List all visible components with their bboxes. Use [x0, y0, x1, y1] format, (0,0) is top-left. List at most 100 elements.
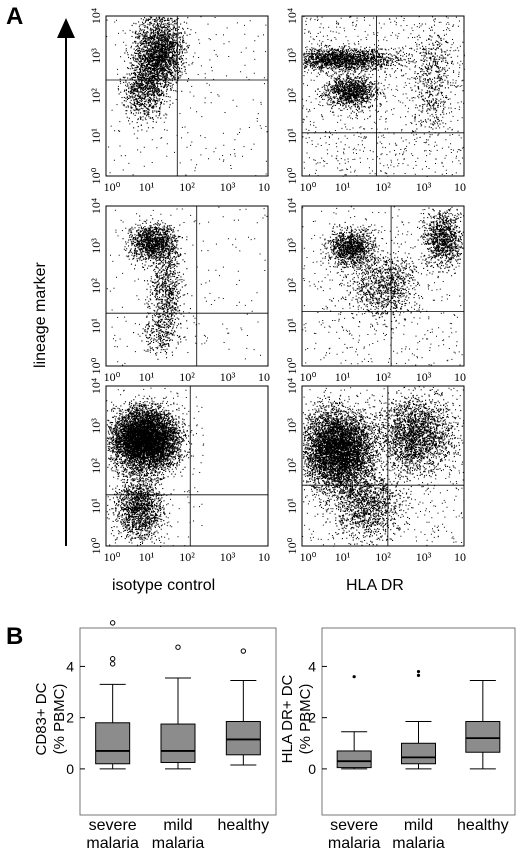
x-tick-label: 10³: [220, 180, 236, 194]
x-tick-label: 10: [258, 550, 270, 564]
outlier-point: [109, 661, 116, 667]
x-tick-label: 10⁰: [104, 370, 121, 384]
plot-frame: [105, 205, 269, 367]
category-label-line1: severe: [330, 817, 378, 834]
y-tick-label: 10⁴: [285, 198, 299, 214]
category-label-line2: malaria: [328, 835, 381, 852]
box-plot-frame: [321, 627, 516, 816]
box-healthy: [465, 680, 501, 770]
x-tick-label: 10²: [375, 370, 391, 384]
x-tick-label: 10¹: [335, 550, 351, 564]
outlier-point: [416, 669, 421, 674]
event-dots: [106, 206, 268, 366]
y-tick-label: 10³: [89, 238, 103, 254]
outlier-point: [109, 656, 116, 662]
category-label-line2: malaria: [86, 835, 139, 852]
y-tick-label: 2: [66, 710, 74, 726]
x-tick-label: 10: [454, 550, 466, 564]
y-tick-label: 0: [66, 761, 74, 777]
x-tick-label: 10²: [179, 180, 195, 194]
y-tick-label: 10⁰: [89, 167, 103, 184]
panel-a-label: A: [6, 3, 23, 30]
x-tick-label: 10⁰: [300, 550, 317, 564]
category-label-line1: healthy: [218, 817, 270, 834]
outlier-point: [352, 675, 356, 679]
dot-plot-5: 10⁰ 10¹ 10² 10³ 10⁴ 10⁰ 10¹ 10² 10³ 10: [89, 378, 270, 564]
outlier-point: [416, 673, 421, 677]
cd83-axis-title-line1: CD83+ DC: [33, 682, 50, 755]
y-tick-label: 4: [66, 658, 74, 674]
dot-plot-2: 10⁰ 10¹ 10² 10³ 10⁴ 10⁰ 10¹ 10² 10³ 10: [285, 8, 466, 194]
x-tick-label: 10¹: [335, 370, 351, 384]
box-severe-malaria: [95, 620, 131, 770]
x-tick-label: 10: [258, 180, 270, 194]
category-label-line2: malaria: [392, 835, 445, 852]
x-tick-label: 10²: [179, 550, 195, 564]
x-tick-label: 10¹: [139, 180, 155, 194]
y-tick-label: 10⁴: [89, 378, 103, 394]
iqr-box: [225, 721, 261, 756]
plot-frame: [105, 385, 269, 547]
y-tick-label: 10¹: [89, 318, 103, 334]
event-dots: [302, 386, 465, 547]
iqr-box: [160, 723, 196, 763]
iqr-box: [465, 721, 501, 753]
category-label-line1: mild: [163, 817, 192, 834]
category-label-line1: mild: [404, 817, 433, 834]
event-dots: [302, 16, 465, 177]
isotype-control-title: isotype control: [112, 577, 215, 594]
panel-b-label: B: [6, 623, 23, 650]
y-tick-label: 10⁰: [89, 537, 103, 554]
y-tick-label: 2: [308, 710, 316, 726]
dot-plot-6: 10⁰ 10¹ 10² 10³ 10⁴ 10⁰ 10¹ 10² 10³ 10: [285, 378, 466, 564]
y-tick-label: 10³: [89, 48, 103, 64]
y-tick-label: 10⁰: [89, 357, 103, 374]
iqr-box: [401, 742, 436, 765]
y-tick-label: 10²: [89, 88, 103, 104]
category-label-line1: severe: [89, 817, 137, 834]
outlier-point: [240, 648, 247, 654]
plot-frame: [301, 385, 465, 547]
y-tick-label: 10⁴: [89, 8, 103, 24]
outlier-point: [175, 644, 181, 650]
x-tick-label: 10³: [416, 550, 432, 564]
x-tick-label: 10⁰: [300, 180, 317, 194]
y-tick-label: 10⁴: [285, 8, 299, 24]
plot-frame: [105, 15, 269, 177]
y-tick-label: 10¹: [285, 318, 299, 334]
hladr-axis-title-line2: (% PBMC): [297, 684, 314, 755]
hla-dr-title: HLA DR: [346, 577, 404, 594]
box-healthy: [225, 648, 261, 766]
x-tick-label: 10¹: [139, 370, 155, 384]
lineage-marker-title: lineage marker: [32, 262, 49, 369]
x-tick-label: 10³: [220, 370, 236, 384]
box-plots: 024severemalariamildmalariahealthy024sev…: [66, 620, 516, 852]
x-tick-label: 10¹: [335, 180, 351, 194]
hladr-axis-title-line1: HLA DR+ DC: [279, 674, 296, 763]
box-mild-malaria: [401, 669, 436, 770]
y-tick-label: 10¹: [285, 498, 299, 514]
y-tick-label: 10³: [285, 48, 299, 64]
box-severe-malaria: [336, 675, 372, 770]
y-tick-label: 10¹: [285, 128, 299, 144]
y-tick-label: 10⁴: [89, 198, 103, 214]
y-tick-label: 10²: [89, 458, 103, 474]
iqr-box: [336, 750, 372, 769]
box-mild-malaria: [160, 644, 196, 770]
x-tick-label: 10³: [416, 370, 432, 384]
iqr-box: [95, 722, 131, 765]
x-tick-label: 10³: [220, 550, 236, 564]
y-tick-label: 10⁰: [285, 357, 299, 374]
y-tick-label: 10¹: [89, 498, 103, 514]
y-tick-label: 10³: [285, 238, 299, 254]
category-label-line2: malaria: [152, 835, 205, 852]
y-tick-label: 10²: [89, 278, 103, 294]
y-axis-arrowhead: [57, 18, 75, 38]
x-tick-label: 10: [258, 370, 270, 384]
dot-plot-4: 10⁰ 10¹ 10² 10³ 10⁴ 10⁰ 10¹ 10² 10³ 10: [285, 198, 466, 384]
y-tick-label: 10¹: [89, 128, 103, 144]
y-tick-label: 10⁴: [285, 378, 299, 394]
